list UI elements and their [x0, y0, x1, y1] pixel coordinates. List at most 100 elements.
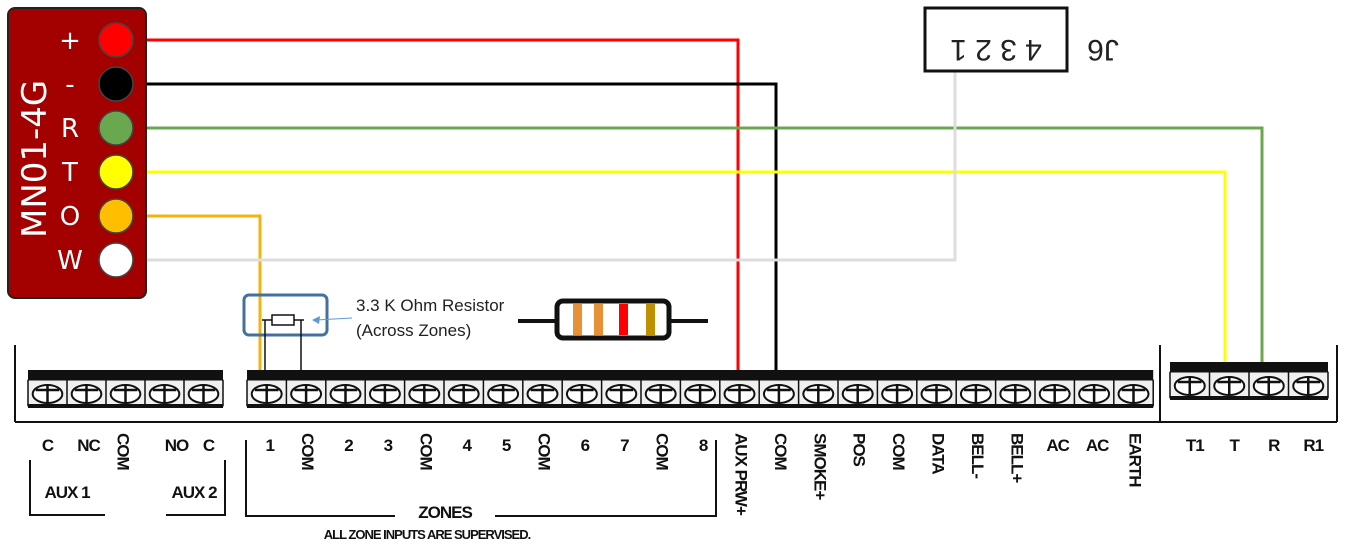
aux1-terminal-label: NC	[77, 436, 100, 455]
resistor-title: 3.3 K Ohm Resistor	[356, 296, 505, 315]
aux2-terminal-label: C	[203, 436, 215, 455]
terminal-screw	[679, 380, 717, 406]
terminal-screw	[955, 380, 992, 406]
terminal-screw	[482, 380, 520, 406]
j6-box	[923, 6, 1069, 73]
module-pin-dot-6	[98, 242, 134, 278]
terminal-screw	[443, 380, 480, 406]
main-terminal-label: EARTH	[1126, 433, 1145, 487]
terminal-screw	[600, 380, 638, 406]
j6-connector: 4 3 2 1 J6	[923, 6, 1119, 73]
module-pin-label-1: +	[59, 26, 81, 56]
main-terminal-label: POS	[850, 433, 869, 467]
terminal-screw	[66, 380, 103, 406]
main-terminal-strip	[246, 370, 1154, 408]
main-terminal-label: COM	[771, 433, 790, 471]
phone-terminal-label: T1	[1186, 436, 1204, 455]
phone-terminal-label: R	[1268, 436, 1280, 455]
yellow-wire	[133, 170, 1227, 362]
main-terminal-label: COM	[298, 433, 317, 471]
main-terminal-label: 5	[502, 436, 511, 455]
terminal-screw	[640, 380, 677, 406]
terminal-screw	[758, 380, 795, 406]
module-pin-label-2: -	[65, 70, 74, 100]
terminal-screw	[1113, 380, 1150, 406]
terminal-screw	[1287, 372, 1325, 398]
module-pin-label-5: O	[60, 202, 80, 232]
terminal-screw	[1034, 380, 1071, 406]
phone-terminal-label: T	[1230, 436, 1241, 455]
zone-resistor: 3.3 K Ohm Resistor (Across Zones)	[242, 293, 708, 370]
module-pin-label-3: R	[61, 114, 79, 144]
main-terminal-label: 8	[699, 436, 708, 455]
terminal-screw	[285, 380, 323, 406]
terminal-screw	[561, 380, 598, 406]
aux-labels: C NC COM NO C	[42, 433, 216, 471]
resistor-symbol	[271, 314, 295, 326]
terminal-screw	[916, 380, 953, 406]
white-wire	[133, 56, 957, 262]
main-terminal-label: COM	[416, 433, 435, 471]
phone-terminal-labels: T1 T R R1	[1186, 436, 1325, 455]
main-terminal-label: 6	[581, 436, 590, 455]
aux1-terminal-label: COM	[114, 433, 133, 471]
terminal-screw	[837, 380, 874, 406]
main-terminal-label: BELL-	[968, 433, 987, 478]
terminal-screw	[364, 380, 401, 406]
resistor-band	[594, 304, 603, 335]
aux1-group-label: AUX 1	[44, 483, 90, 502]
main-terminal-label: COM	[535, 433, 554, 471]
module-name: MN01-4G	[15, 80, 55, 238]
module-pin-label-6: W	[57, 246, 83, 276]
main-terminal-label: 4	[462, 436, 472, 455]
terminal-screw	[246, 380, 283, 406]
main-terminal-label: DATA	[929, 433, 948, 474]
terminal-screw	[719, 380, 756, 406]
terminal-screw	[994, 380, 1032, 406]
main-terminal-label: SMOKE+	[810, 433, 829, 500]
j6-label: J6	[1087, 33, 1119, 66]
main-terminal-label: 2	[344, 436, 353, 455]
main-terminal-label: 1	[265, 436, 274, 455]
terminal-screw	[522, 380, 559, 406]
terminal-screw	[1208, 372, 1246, 398]
resistor-pointer-arrow	[315, 317, 353, 321]
module-pin-dot-1	[98, 22, 134, 58]
terminal-screw	[797, 380, 835, 406]
aux-terminal-strip	[27, 370, 224, 408]
green-wire	[133, 126, 1264, 362]
aux-brackets	[29, 460, 226, 516]
aux2-terminal-label: NO	[165, 436, 189, 455]
main-terminal-label: COM	[889, 433, 908, 471]
main-terminal-labels: 1 COM 2 3 COM 4 5 COM 6 7 COM 8 AUX PRW+ COM SMOKE+ POS…	[265, 433, 1144, 516]
zones-label: ZONES	[418, 503, 472, 522]
resistor-highlight-box	[242, 293, 329, 337]
module-pin-dot-5	[98, 198, 134, 234]
terminal-screw	[1073, 380, 1111, 406]
j6-pin-numbers: 4 3 2 1	[950, 33, 1042, 66]
main-terminal-label: 7	[620, 436, 629, 455]
panel-outline	[14, 345, 1338, 423]
resistor-band	[619, 304, 628, 335]
terminal-screw	[876, 380, 914, 406]
terminal-screw	[403, 380, 441, 406]
main-terminal-label: AC	[1086, 436, 1109, 455]
main-terminal-label: COM	[653, 433, 672, 471]
resistor-bands	[573, 304, 655, 335]
module-pin-dot-4	[98, 154, 134, 190]
aux1-terminal-label: C	[42, 436, 54, 455]
phone-terminal-strip	[1169, 362, 1329, 400]
terminal-screw	[183, 380, 220, 406]
terminal-screw	[1169, 372, 1206, 398]
main-terminal-label: BELL+	[1007, 433, 1026, 483]
phone-terminal-label: R1	[1303, 436, 1323, 455]
resistor-band	[573, 304, 582, 335]
module-pin-label-4: T	[61, 158, 78, 188]
main-terminal-label: AC	[1046, 436, 1069, 455]
main-terminal-label: AUX PRW+	[732, 433, 751, 516]
module-pin-dot-2	[98, 66, 134, 102]
resistor-band	[646, 304, 655, 335]
terminal-screw	[1248, 372, 1285, 398]
